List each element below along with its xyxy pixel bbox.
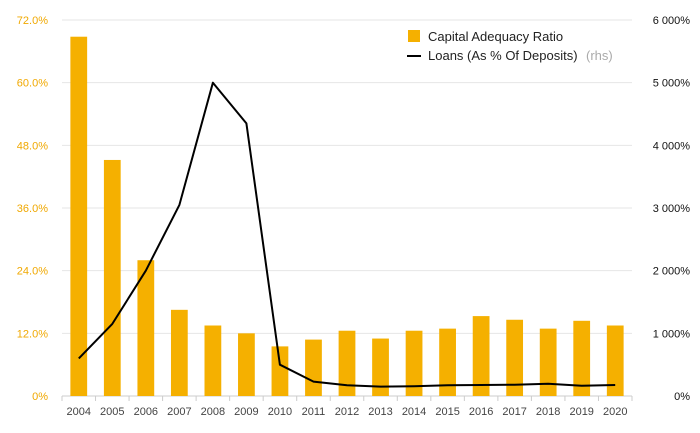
right-tick-label: 4 000% <box>653 140 691 152</box>
x-tick-label: 2016 <box>469 406 493 418</box>
bar-2004 <box>70 36 88 396</box>
bar-2009 <box>238 333 255 396</box>
bar-2014 <box>405 330 423 396</box>
x-tick-label: 2004 <box>67 406 91 418</box>
loans-line <box>78 81 616 388</box>
x-axis: 2004 2005 2006 2007 2008 2009 2010 2011 2012 2013… <box>67 406 628 418</box>
bar-2005 <box>103 159 121 396</box>
x-tick-label: 2014 <box>402 406 426 418</box>
right-tick-label: 0% <box>674 391 690 403</box>
left-tick-label: 12.0% <box>17 328 48 340</box>
bar-2010 <box>271 346 289 396</box>
left-tick-label: 60.0% <box>17 78 48 90</box>
gridlines <box>61 19 633 401</box>
x-tick-label: 2010 <box>268 406 292 418</box>
bar-2012 <box>338 330 356 396</box>
bar-2013 <box>372 338 389 396</box>
x-tick-label: 2013 <box>368 406 392 418</box>
bar-series-capital-adequacy-ratio <box>70 36 624 396</box>
right-tick-label: 3 000% <box>653 203 691 215</box>
bar-2008 <box>204 325 222 396</box>
x-tick-label: 2009 <box>234 406 258 418</box>
bar-2018 <box>539 328 557 396</box>
x-tick-label: 2019 <box>569 406 593 418</box>
legend-label-loans: Loans (As % Of Deposits) (rhs) <box>428 47 613 64</box>
bar-2011 <box>305 339 322 396</box>
bar-2015 <box>439 328 456 396</box>
x-tick-label: 2017 <box>502 406 526 418</box>
legend-swatch-capital-adequacy-ratio <box>408 30 420 42</box>
left-tick-label: 36.0% <box>17 203 48 215</box>
right-tick-label: 5 000% <box>653 78 691 90</box>
left-tick-label: 48.0% <box>17 140 48 152</box>
right-axis: 0% 1 000% 2 000% 3 000% 4 000% 5 000% 6 000% <box>653 15 691 403</box>
legend: Capital Adequacy Ratio Loans (As % Of De… <box>407 29 613 64</box>
left-tick-label: 24.0% <box>17 266 48 278</box>
x-tick-label: 2020 <box>603 406 627 418</box>
bar-2019 <box>573 320 591 396</box>
bar-2007 <box>170 309 188 396</box>
x-tick-label: 2011 <box>302 406 326 418</box>
x-tick-label: 2008 <box>201 406 225 418</box>
right-tick-label: 2 000% <box>653 266 691 278</box>
right-tick-label: 1 000% <box>653 328 691 340</box>
x-tick-label: 2012 <box>335 406 359 418</box>
left-axis: 0% 12.0% 24.0% 36.0% 48.0% 60.0% 72.0% <box>17 15 48 403</box>
left-tick-label: 72.0% <box>17 15 48 27</box>
line-series-loans <box>78 81 616 388</box>
legend-label-capital-adequacy-ratio: Capital Adequacy Ratio <box>428 29 563 44</box>
bar-2016 <box>472 316 490 396</box>
left-tick-label: 0% <box>32 391 48 403</box>
x-tick-label: 2007 <box>167 406 191 418</box>
x-tick-label: 2015 <box>435 406 459 418</box>
bar-2006 <box>137 260 155 396</box>
bar-2020 <box>606 325 624 396</box>
x-tick-label: 2006 <box>134 406 158 418</box>
right-tick-label: 6 000% <box>653 15 691 27</box>
x-tick-label: 2005 <box>100 406 124 418</box>
bar-2017 <box>506 319 524 396</box>
x-tick-label: 2018 <box>536 406 560 418</box>
